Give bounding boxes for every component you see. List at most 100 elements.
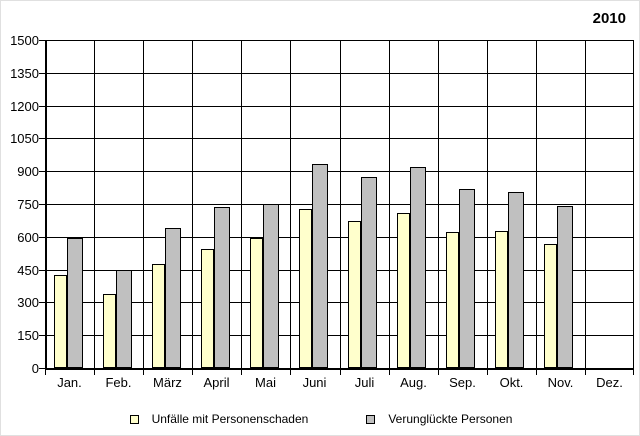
plot-right-border: [633, 40, 634, 370]
x-axis-line: [45, 368, 634, 370]
gridline-horizontal: [45, 171, 634, 172]
y-axis-tick: [39, 368, 45, 369]
bar-unfaelle-juni: [299, 209, 312, 368]
y-axis-tick: [39, 237, 45, 238]
bar-unfaelle-aug: [397, 213, 410, 368]
y-axis-line: [45, 40, 47, 370]
bar-unfaelle-april: [201, 249, 214, 368]
bar-verunglueckte-nov: [557, 206, 573, 368]
x-axis-labels: Jan. Feb. März April Mai Juni Juli Aug. Sep. Okt.…: [45, 375, 634, 391]
gridline-horizontal: [45, 335, 634, 336]
y-axis-tick: [39, 106, 45, 107]
x-axis-label-sep: Sep.: [449, 375, 476, 390]
bar-unfaelle-juli: [348, 221, 361, 368]
y-axis-tick: [39, 40, 45, 41]
x-axis-tick: [585, 368, 586, 375]
x-axis-tick: [389, 368, 390, 375]
gridline-horizontal: [45, 302, 634, 303]
x-axis-label-jan: Jan.: [57, 375, 82, 390]
bar-verunglueckte-juli: [361, 177, 377, 368]
y-axis-tick-label: 150: [17, 328, 39, 343]
bar-unfaelle-märz: [152, 264, 165, 368]
gridline-horizontal: [45, 237, 634, 238]
gridline-vertical: [487, 40, 488, 370]
gridline-horizontal: [45, 73, 634, 74]
gridline-horizontal: [45, 138, 634, 139]
bar-verunglueckte-okt: [508, 192, 524, 368]
gridline-vertical: [290, 40, 291, 370]
chart-year-title: 2010: [592, 10, 626, 27]
x-axis-label-dez: Dez.: [596, 375, 623, 390]
y-axis-tick-label: 600: [17, 230, 39, 245]
bar-unfaelle-feb: [103, 294, 116, 368]
x-axis-label-nov: Nov.: [547, 375, 574, 390]
y-axis-tick-label: 1200: [10, 99, 39, 114]
gridline-horizontal: [45, 204, 634, 205]
y-axis-tick-label: 750: [17, 197, 39, 212]
x-axis-tick: [536, 368, 537, 375]
y-axis-tick: [39, 171, 45, 172]
bar-verunglueckte-märz: [165, 228, 181, 368]
x-axis-label-okt: Okt.: [499, 375, 524, 390]
legend-item-unfaelle: Unfälle mit Personenschaden: [129, 412, 308, 426]
legend-swatch-unfaelle-icon: [129, 414, 139, 424]
y-axis-tick: [39, 302, 45, 303]
gridline-vertical: [536, 40, 537, 370]
y-axis-tick: [39, 335, 45, 336]
x-axis-tick: [290, 368, 291, 375]
x-axis-label-juli: Juli: [354, 375, 375, 390]
gridline-vertical: [389, 40, 390, 370]
gridline-horizontal: [45, 40, 634, 41]
bar-verunglueckte-april: [214, 207, 230, 368]
x-axis-tick: [94, 368, 95, 375]
bar-verunglueckte-jan: [67, 238, 83, 368]
gridline-vertical: [585, 40, 586, 370]
x-axis-tick: [45, 368, 46, 375]
x-axis-tick: [633, 368, 634, 375]
y-axis-tick: [39, 270, 45, 271]
gridline-horizontal: [45, 106, 634, 107]
y-axis-tick-label: 1500: [10, 33, 39, 48]
gridline-vertical: [143, 40, 144, 370]
gridline-horizontal: [45, 270, 634, 271]
x-axis-tick: [192, 368, 193, 375]
x-axis-label-april: April: [203, 375, 230, 390]
x-axis-tick: [143, 368, 144, 375]
gridline-vertical: [192, 40, 193, 370]
legend-item-verunglueckte: Verunglückte Personen: [366, 412, 512, 426]
y-axis-labels: 0 150 300 450 600 750 900 1050 1200 1350 1500: [1, 33, 39, 376]
bar-verunglueckte-juni: [312, 164, 328, 368]
y-axis-tick-label: 1350: [10, 66, 39, 81]
bar-unfaelle-okt: [495, 231, 508, 368]
bar-verunglueckte-aug: [410, 167, 426, 368]
y-axis-tick: [39, 204, 45, 205]
legend-swatch-verunglueckte-icon: [366, 414, 376, 424]
gridline-vertical: [94, 40, 95, 370]
x-axis-tick: [241, 368, 242, 375]
bar-unfaelle-sep: [446, 232, 459, 368]
y-axis-tick-label: 900: [17, 164, 39, 179]
bar-unfaelle-mai: [250, 238, 263, 368]
legend: Unfälle mit Personenschaden Verunglückte…: [1, 412, 639, 426]
legend-label-verunglueckte: Verunglückte Personen: [388, 412, 513, 426]
x-axis-label-märz: März: [153, 375, 182, 390]
plot-area: [39, 40, 634, 375]
x-axis-label-juni: Juni: [302, 375, 327, 390]
x-axis-label-feb: Feb.: [105, 375, 132, 390]
x-axis-tick: [487, 368, 488, 375]
x-axis-tick: [438, 368, 439, 375]
gridline-vertical: [340, 40, 341, 370]
y-axis-tick: [39, 138, 45, 139]
bar-verunglueckte-sep: [459, 189, 475, 368]
y-axis-tick-label: 300: [17, 295, 39, 310]
bar-verunglueckte-feb: [116, 270, 132, 368]
y-axis-tick: [39, 73, 45, 74]
x-axis-label-aug: Aug.: [400, 375, 427, 390]
bar-verunglueckte-mai: [263, 204, 279, 368]
y-axis-tick-label: 0: [31, 361, 39, 376]
gridline-vertical: [438, 40, 439, 370]
bar-unfaelle-nov: [544, 244, 557, 368]
y-axis-tick-label: 1050: [10, 131, 39, 146]
x-axis-label-mai: Mai: [255, 375, 276, 390]
